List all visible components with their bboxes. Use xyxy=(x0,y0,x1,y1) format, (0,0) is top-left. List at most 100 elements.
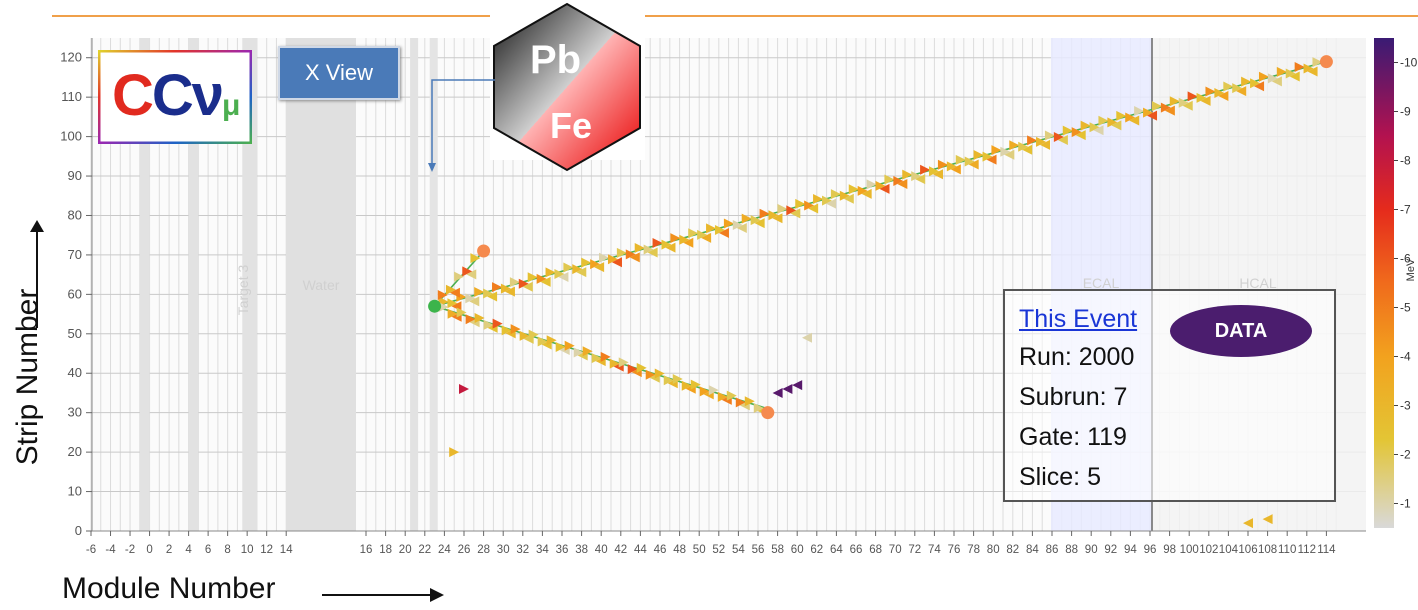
hit-marker xyxy=(572,264,583,275)
hit-marker xyxy=(527,272,538,283)
passive-target-band xyxy=(188,38,199,531)
x-tick-label: 64 xyxy=(830,544,843,556)
hit-marker xyxy=(723,218,734,229)
hit-marker xyxy=(857,185,868,196)
fe-label: Fe xyxy=(550,105,592,146)
hit-marker xyxy=(1271,76,1282,87)
hit-marker xyxy=(438,301,449,312)
this-event-link[interactable]: This Event xyxy=(1019,305,1138,333)
x-tick-label: 60 xyxy=(791,544,804,556)
y-tick-label: 40 xyxy=(68,365,82,380)
colorbar-tick-label: -3 xyxy=(1400,399,1411,413)
hit-marker xyxy=(879,183,890,194)
hit-marker xyxy=(618,357,629,368)
hit-marker xyxy=(744,396,755,407)
y-axis: 0 10 20 30 40 50 60 70 80 90 100 110 120 xyxy=(60,38,93,538)
colorbar-tick-label: -5 xyxy=(1400,301,1411,315)
y-tick-label: 60 xyxy=(68,286,82,301)
x-tick-label: 102 xyxy=(1199,544,1218,556)
hit-marker xyxy=(500,283,511,294)
x-tick-label: 8 xyxy=(224,544,230,556)
hit-marker xyxy=(1312,57,1323,68)
x-tick-label: 82 xyxy=(1006,544,1019,556)
x-tick-label: -6 xyxy=(86,544,96,556)
hit-marker xyxy=(627,364,638,375)
x-tick-label: 90 xyxy=(1085,544,1098,556)
hit-marker xyxy=(1187,91,1198,102)
hit-marker xyxy=(1107,117,1118,128)
hit-marker xyxy=(1147,110,1158,121)
x-tick-label: 16 xyxy=(360,544,373,556)
hit-marker xyxy=(1089,122,1100,133)
hit-marker xyxy=(636,362,647,373)
hit-marker xyxy=(902,169,913,180)
hit-marker xyxy=(753,402,764,413)
hit-marker xyxy=(1258,71,1269,82)
hit-marker xyxy=(590,259,601,270)
passive-target-band xyxy=(429,38,438,531)
hit-marker xyxy=(1062,125,1073,136)
hit-marker xyxy=(933,169,944,180)
hit-marker xyxy=(699,386,710,397)
hit-marker xyxy=(1178,97,1189,108)
hit-marker xyxy=(813,194,824,205)
hit-marker xyxy=(1241,76,1252,87)
x-tick-label: 52 xyxy=(712,544,725,556)
x-tick-label: -2 xyxy=(125,544,135,556)
hit-marker xyxy=(982,151,993,162)
hit-marker xyxy=(466,269,477,280)
slice-text: Slice: 5 xyxy=(1019,463,1101,491)
hit-marker xyxy=(492,282,503,293)
x-tick-label: 70 xyxy=(889,544,902,556)
hit-marker xyxy=(600,351,611,362)
hit-marker xyxy=(564,340,575,351)
logo-nu: ν xyxy=(191,63,224,128)
y-tick-label: 50 xyxy=(68,326,82,341)
hit-marker xyxy=(1057,135,1068,146)
hit-marker xyxy=(501,325,512,336)
y-tick-label: 20 xyxy=(68,444,82,459)
hit-marker xyxy=(1053,132,1064,143)
x-tick-label: 6 xyxy=(205,544,211,556)
hit-marker xyxy=(591,353,602,364)
hit-marker xyxy=(1116,110,1127,121)
hit-marker xyxy=(573,347,584,358)
hit-marker xyxy=(522,281,533,292)
hit-marker xyxy=(445,284,456,295)
hit-marker xyxy=(504,286,515,297)
target-region-label: Target 3 xyxy=(235,264,251,315)
hit-marker xyxy=(465,314,476,325)
logo-mu: μ xyxy=(222,89,240,122)
hit-marker xyxy=(1307,66,1318,77)
x-view-button[interactable]: X View xyxy=(278,46,400,100)
hit-marker xyxy=(946,161,957,172)
hit-marker xyxy=(599,252,610,263)
event-info-panel: This Event DATA Run: 2000 Subrun: 7 Gate… xyxy=(1003,289,1336,502)
hit-marker xyxy=(792,380,803,391)
hit-marker xyxy=(714,224,725,235)
hit-marker xyxy=(759,208,770,219)
hit-marker xyxy=(672,374,683,385)
passive-target-band xyxy=(242,38,257,531)
hit-marker xyxy=(654,368,665,379)
x-tick-label: 62 xyxy=(810,544,823,556)
hit-marker xyxy=(582,346,593,357)
hit-marker xyxy=(911,171,922,182)
colorbar-tick-label: -7 xyxy=(1400,203,1411,217)
hit-marker xyxy=(964,156,975,167)
x-tick-label: 34 xyxy=(536,544,549,556)
hit-marker xyxy=(1143,107,1154,118)
hit-marker xyxy=(465,293,476,304)
hits xyxy=(437,57,1323,529)
hit-marker xyxy=(629,252,640,263)
logo-c-blue: C xyxy=(151,63,194,128)
x-tick-label: 44 xyxy=(634,544,647,556)
hit-marker xyxy=(1262,514,1273,525)
hit-marker xyxy=(897,179,908,190)
hit-marker xyxy=(510,324,521,335)
hit-marker xyxy=(558,271,569,282)
hit-marker xyxy=(1111,120,1122,131)
hit-marker xyxy=(661,239,672,250)
hit-marker xyxy=(950,164,961,175)
colorbar-tick-label: -1 xyxy=(1400,497,1411,511)
